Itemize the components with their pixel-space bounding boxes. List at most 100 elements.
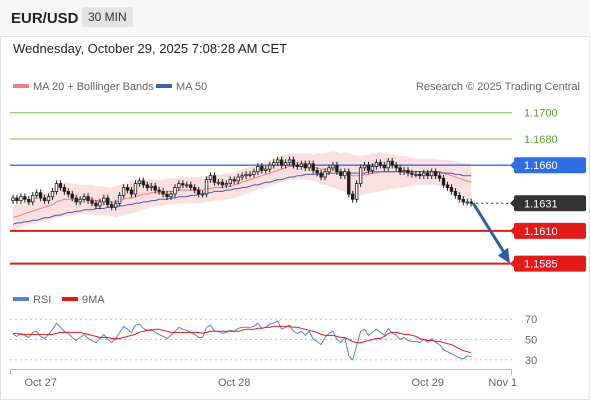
level-tag-5 bbox=[514, 255, 586, 272]
candle-body-82 bbox=[335, 164, 339, 173]
candle-body-35 bbox=[149, 185, 153, 188]
candle-body-63 bbox=[260, 166, 264, 171]
candle-body-61 bbox=[252, 171, 256, 175]
timeframe-badge[interactable]: 30 MIN bbox=[82, 7, 133, 27]
candle-body-64 bbox=[264, 168, 268, 171]
candle-body-23 bbox=[102, 197, 106, 203]
candle-body-87 bbox=[354, 183, 359, 200]
candle-body-11 bbox=[54, 183, 59, 192]
candle-body-68 bbox=[279, 159, 284, 166]
level-tag-4 bbox=[514, 222, 586, 239]
candle-body-54 bbox=[224, 183, 228, 186]
candle-body-48 bbox=[200, 193, 205, 196]
level-tag-pointer-3 bbox=[510, 199, 514, 208]
x-axis: Oct 27 Oct 28 Oct 29 Nov 1 bbox=[10, 369, 517, 389]
candle-body-108 bbox=[437, 175, 442, 179]
rsi-panel: 70 50 30 bbox=[10, 314, 537, 367]
candles bbox=[11, 156, 473, 211]
candle-body-50 bbox=[208, 175, 213, 181]
candle-body-8 bbox=[42, 197, 47, 202]
bollinger-band bbox=[13, 150, 472, 230]
candle-body-28 bbox=[121, 187, 126, 196]
candle-body-91 bbox=[370, 166, 375, 171]
candle-body-55 bbox=[228, 179, 232, 184]
candle-body-80 bbox=[327, 167, 331, 173]
candle-body-25 bbox=[110, 204, 114, 208]
candle-body-37 bbox=[157, 189, 161, 192]
candle-body-21 bbox=[94, 202, 98, 207]
candle-body-58 bbox=[240, 175, 244, 178]
candle-body-14 bbox=[66, 191, 70, 195]
candle-body-38 bbox=[161, 191, 165, 195]
candle-body-2 bbox=[19, 196, 23, 202]
rsi-line bbox=[12, 320, 472, 361]
rsi-ma-legend-swatch bbox=[62, 297, 78, 301]
rsi-tick-1: 50 bbox=[525, 335, 537, 347]
candle-body-20 bbox=[90, 200, 94, 204]
candle-body-88 bbox=[358, 167, 363, 184]
candle-body-17 bbox=[78, 198, 82, 203]
candle-body-6 bbox=[35, 192, 39, 196]
candle-body-84 bbox=[343, 171, 347, 177]
candle-body-24 bbox=[106, 197, 110, 205]
candle-body-72 bbox=[295, 164, 300, 167]
instrument-title: EUR/USD bbox=[11, 10, 79, 27]
level-label-3: 1.1631 bbox=[524, 198, 558, 210]
candle-body-93 bbox=[378, 162, 383, 166]
candle-body-95 bbox=[386, 160, 390, 169]
level-tag-pointer-5 bbox=[510, 259, 514, 268]
candle-body-116 bbox=[469, 201, 473, 204]
candle-body-7 bbox=[38, 192, 43, 199]
ma20-legend-label: MA 20 + Bollinger Bands bbox=[33, 81, 154, 93]
level-labels: 1.1700 1.1680 1.1660 1.1631 1.1610 1.1585 bbox=[510, 108, 586, 272]
level-tag-pointer-4 bbox=[510, 226, 514, 235]
candle-body-40 bbox=[169, 193, 173, 198]
candle-body-4 bbox=[27, 198, 31, 203]
candle-body-107 bbox=[433, 171, 438, 177]
candle-body-113 bbox=[457, 194, 462, 200]
candle-body-27 bbox=[117, 194, 122, 204]
candle-body-59 bbox=[244, 173, 248, 177]
forecast-arrow-shaft bbox=[471, 202, 508, 257]
rsi-tick-0: 70 bbox=[525, 314, 537, 326]
candle-body-102 bbox=[414, 173, 418, 176]
forecast-arrow bbox=[471, 202, 510, 264]
level-label-5: 1.1585 bbox=[524, 259, 558, 271]
candle-body-33 bbox=[141, 180, 146, 186]
candle-body-15 bbox=[70, 193, 74, 199]
candle-body-105 bbox=[426, 172, 430, 177]
header-bar: EUR/USD 30 MIN bbox=[0, 0, 590, 36]
candle-body-69 bbox=[283, 162, 288, 166]
candle-body-94 bbox=[382, 164, 386, 169]
ma50-line bbox=[12, 171, 472, 225]
candle-body-114 bbox=[461, 198, 465, 203]
candle-body-0 bbox=[11, 197, 15, 202]
candle-body-18 bbox=[82, 196, 86, 200]
candle-body-36 bbox=[153, 185, 157, 191]
candle-body-83 bbox=[339, 171, 343, 177]
rsi-legend-swatch bbox=[13, 297, 29, 301]
candle-body-86 bbox=[350, 193, 355, 200]
candle-body-99 bbox=[402, 170, 406, 173]
x-tick-label-3: Nov 1 bbox=[488, 377, 517, 389]
candle-body-111 bbox=[449, 187, 454, 192]
candle-body-66 bbox=[271, 162, 276, 166]
level-tag-3 bbox=[514, 195, 586, 212]
candle-body-43 bbox=[181, 183, 185, 186]
candle-body-5 bbox=[31, 194, 35, 203]
candle-body-79 bbox=[323, 171, 327, 178]
bollinger-band-fill bbox=[13, 150, 472, 230]
candle-body-29 bbox=[125, 187, 130, 191]
candle-body-57 bbox=[236, 176, 240, 182]
candle-body-30 bbox=[129, 189, 134, 195]
candle-body-70 bbox=[287, 159, 292, 163]
candle-body-51 bbox=[212, 175, 217, 183]
rsi-ma-line bbox=[13, 325, 472, 354]
candle-body-67 bbox=[275, 159, 280, 163]
forecast-arrow-head bbox=[498, 247, 510, 264]
candle-body-101 bbox=[410, 172, 414, 175]
candle-body-42 bbox=[177, 183, 181, 188]
candle-body-49 bbox=[204, 179, 209, 195]
candle-body-60 bbox=[248, 173, 252, 176]
